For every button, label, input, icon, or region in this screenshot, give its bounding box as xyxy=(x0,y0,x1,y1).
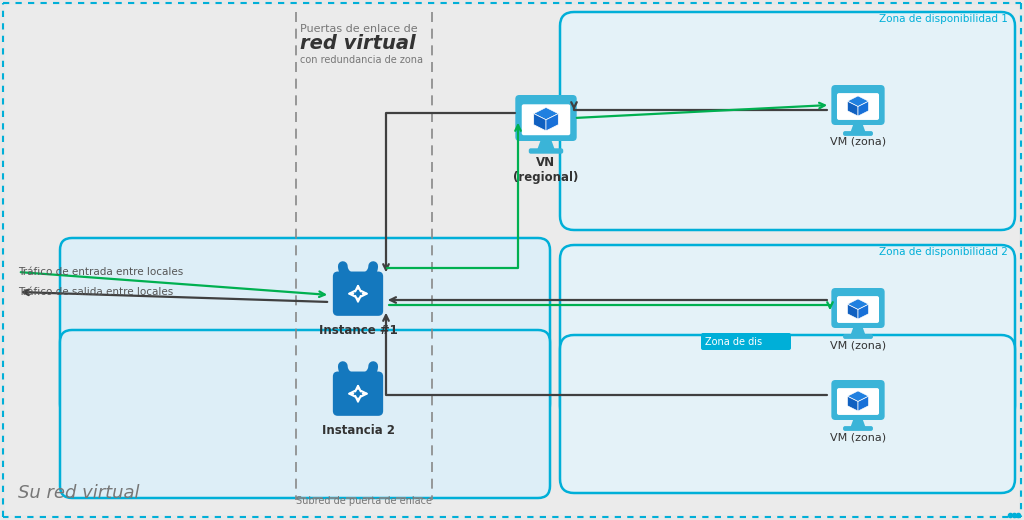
Polygon shape xyxy=(848,396,858,411)
FancyBboxPatch shape xyxy=(837,93,879,120)
FancyBboxPatch shape xyxy=(843,131,872,136)
Text: Zona de disponibilidad 2: Zona de disponibilidad 2 xyxy=(880,247,1008,257)
Text: Instancia 2: Instancia 2 xyxy=(322,424,394,437)
Polygon shape xyxy=(850,419,865,427)
Polygon shape xyxy=(848,96,868,107)
Text: Instance #1: Instance #1 xyxy=(318,324,397,337)
FancyBboxPatch shape xyxy=(528,148,563,154)
FancyBboxPatch shape xyxy=(837,388,879,415)
Text: Puertas de enlace de: Puertas de enlace de xyxy=(300,24,418,34)
Polygon shape xyxy=(858,396,868,411)
Text: VM (zona): VM (zona) xyxy=(829,340,886,350)
FancyBboxPatch shape xyxy=(333,271,383,316)
Polygon shape xyxy=(848,391,868,401)
FancyBboxPatch shape xyxy=(701,333,791,350)
Text: Zona de disponibilidad 1: Zona de disponibilidad 1 xyxy=(880,14,1008,24)
FancyBboxPatch shape xyxy=(60,238,550,416)
FancyBboxPatch shape xyxy=(831,85,885,125)
Text: red virtual: red virtual xyxy=(300,34,416,53)
Polygon shape xyxy=(534,108,558,120)
Text: Tráfico de salida entre locales: Tráfico de salida entre locales xyxy=(18,287,173,297)
FancyBboxPatch shape xyxy=(831,288,885,328)
FancyBboxPatch shape xyxy=(837,296,879,323)
Polygon shape xyxy=(546,113,558,131)
FancyBboxPatch shape xyxy=(843,334,872,339)
FancyBboxPatch shape xyxy=(560,335,1015,493)
FancyBboxPatch shape xyxy=(522,105,570,135)
FancyBboxPatch shape xyxy=(5,5,1019,515)
Polygon shape xyxy=(850,124,865,133)
FancyBboxPatch shape xyxy=(60,330,550,498)
Text: VM (zona): VM (zona) xyxy=(829,432,886,442)
Text: VN
(regional): VN (regional) xyxy=(513,156,579,184)
Text: Subred de puerta de enlace: Subred de puerta de enlace xyxy=(296,496,432,506)
Polygon shape xyxy=(848,299,868,309)
Text: VM (zona): VM (zona) xyxy=(829,137,886,147)
Polygon shape xyxy=(858,101,868,116)
FancyBboxPatch shape xyxy=(515,95,577,141)
Polygon shape xyxy=(538,140,555,150)
FancyBboxPatch shape xyxy=(831,380,885,420)
Text: Su red virtual: Su red virtual xyxy=(18,484,139,502)
Polygon shape xyxy=(858,304,868,319)
FancyBboxPatch shape xyxy=(843,426,872,431)
Text: Tráfico de entrada entre locales: Tráfico de entrada entre locales xyxy=(18,267,183,277)
Text: Zona de dis: Zona de dis xyxy=(705,337,762,347)
FancyBboxPatch shape xyxy=(560,245,1015,420)
Text: con redundancia de zona: con redundancia de zona xyxy=(300,55,423,65)
Polygon shape xyxy=(534,113,546,131)
Polygon shape xyxy=(850,327,865,335)
FancyBboxPatch shape xyxy=(560,12,1015,230)
Polygon shape xyxy=(848,304,858,319)
Polygon shape xyxy=(848,101,858,116)
FancyBboxPatch shape xyxy=(333,371,383,416)
